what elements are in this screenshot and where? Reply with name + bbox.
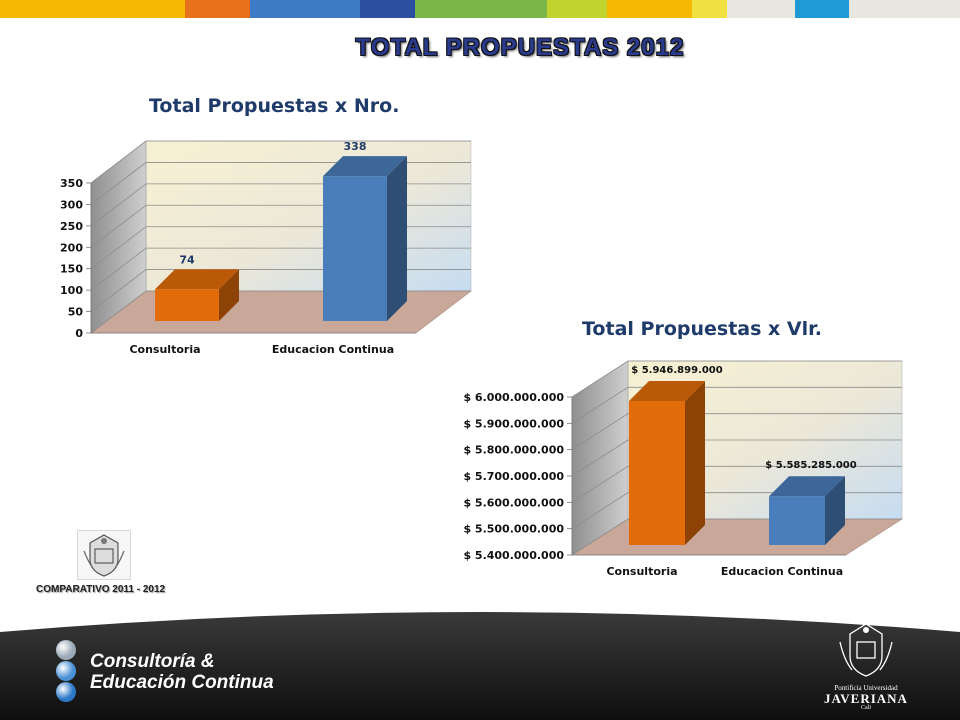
y-tick-label: $ 5.500.000.000 [463,523,564,536]
data-label: $ 5.946.899.000 [631,365,722,376]
y-tick-label: $ 6.000.000.000 [463,391,564,404]
bar-side [219,269,239,321]
top-bar-segment [692,0,727,18]
bar [769,496,825,545]
comparativo-label: COMPARATIVO 2011 - 2012 [36,584,166,595]
gridline [571,360,902,398]
bar-top [769,476,845,497]
gridline [571,413,902,451]
chart-floor [90,290,472,334]
gridline [90,269,471,312]
page-title: TOTAL PROPUESTAS 2012 [355,34,685,61]
university-line-1: Pontificia Universidad [834,684,898,692]
y-tick-label: 200 [60,241,83,254]
bar-side [825,476,845,545]
y-tick-label: $ 5.400.000.000 [463,549,564,562]
top-bar-segment [185,0,250,18]
top-bar-segment [250,0,360,18]
chart-side-wall [90,140,147,334]
top-bar-segment [415,0,547,18]
university-seal-icon [839,619,893,677]
bar-top [629,380,705,401]
gridline [90,204,471,248]
chart1-title: Total Propuestas x Nro. [149,95,400,117]
chart2-title: Total Propuestas x Vlr. [582,318,822,340]
bar-side [685,380,705,545]
y-tick-label: 300 [60,198,83,211]
x-tick-label: Educacion Continua [272,343,394,356]
bar-side [387,156,407,321]
top-bar-segment [0,0,185,18]
university-name: Pontificia Universidad JAVERIANA Cali [822,684,910,712]
y-tick-label: $ 5.900.000.000 [463,417,564,430]
gridline [90,183,471,227]
y-tick-label: $ 5.700.000.000 [463,470,564,483]
y-tick-label: 100 [60,284,83,297]
data-label: 74 [179,253,195,266]
x-tick-label: Educacion Continua [721,565,843,578]
y-tick-label: $ 5.800.000.000 [463,444,564,457]
gridline [90,290,471,334]
chart-side-wall [571,360,629,556]
bar-top [155,269,239,290]
brand-dot [56,640,76,660]
y-tick-label: $ 5.600.000.000 [463,496,564,509]
y-tick-label: 250 [60,220,83,233]
chart-back-wall [627,360,903,520]
brand-line-2: Educación Continua [90,672,274,693]
gridline [571,465,902,503]
footer-band [0,612,960,720]
gridline [571,439,902,477]
bar [629,400,685,545]
gridline [90,247,471,291]
top-bar-segment [360,0,415,18]
data-label: $ 5.585.285.000 [765,460,856,471]
y-tick-label: 50 [68,306,84,319]
seal-logo [77,530,131,580]
gridline [571,518,902,556]
gridline [90,226,471,270]
university-line-3: Cali [861,705,871,711]
gridline [571,492,902,530]
top-bar-segment [727,0,795,18]
bar [323,176,387,321]
x-tick-label: Consultoria [129,343,200,356]
brand-dots-icon [56,640,80,702]
y-tick-label: 0 [75,327,83,340]
university-line-2: JAVERIANA [824,691,908,706]
top-bar-segment [849,0,960,18]
gridline [90,162,471,205]
chart-floor [570,518,904,556]
y-tick-label: 350 [60,177,83,190]
top-bar-segment [547,0,607,18]
y-tick-label: 150 [60,263,83,276]
top-bar-segment [607,0,692,18]
brand-name: Consultoría & Educación Continua [90,651,274,693]
chart-back-wall [145,140,472,292]
x-tick-label: Consultoria [606,565,677,578]
gridline [571,386,902,424]
bar-top [323,156,407,177]
brand-dot [56,682,76,702]
brand-line-1: Consultoría & [90,651,215,672]
data-label: 338 [344,140,367,153]
top-bar-segment [795,0,849,18]
brand-dot [56,661,76,681]
gridline [90,140,471,184]
top-color-bar [0,0,960,18]
bar [155,289,219,321]
